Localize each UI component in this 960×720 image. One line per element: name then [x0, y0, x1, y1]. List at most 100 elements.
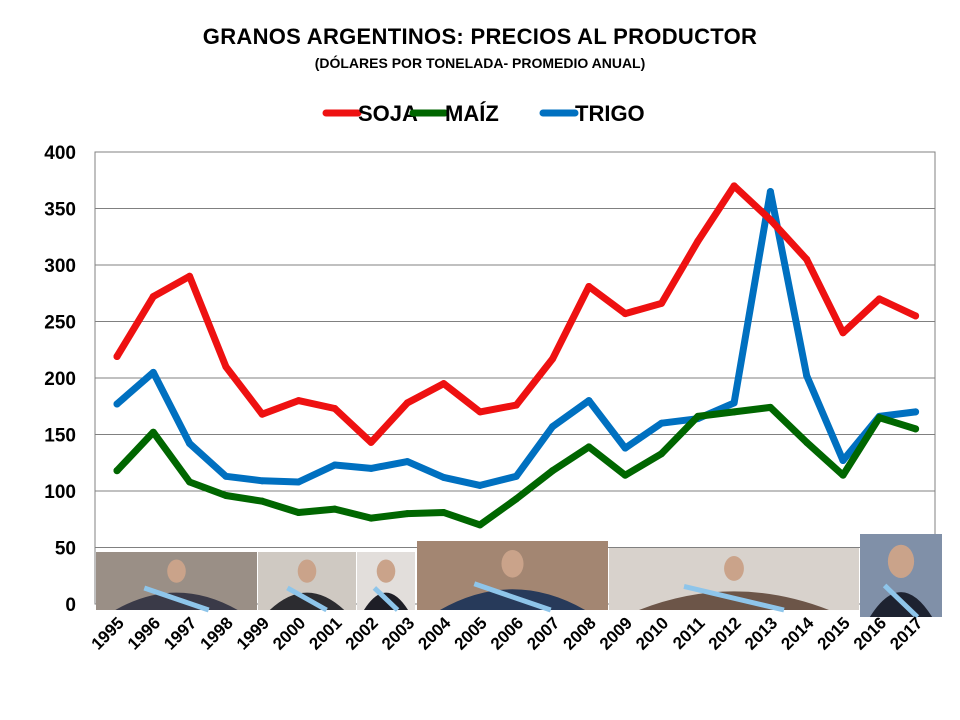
legend: SOJA MAÍZ TRIGO — [322, 101, 645, 126]
x-tick-label: 2004 — [414, 613, 455, 654]
y-tick-label: 400 — [44, 143, 76, 164]
chart-title: GRANOS ARGENTINOS: PRECIOS AL PRODUCTOR — [202, 24, 758, 49]
data-point — [839, 456, 847, 464]
data-point — [222, 492, 230, 500]
data-point — [476, 408, 484, 416]
y-tick-label: 150 — [44, 426, 76, 447]
data-point — [585, 397, 593, 405]
president-photo — [357, 552, 415, 612]
data-point — [367, 464, 375, 472]
legend-item: SOJA — [322, 101, 418, 126]
data-point — [222, 472, 230, 480]
data-point — [113, 400, 121, 408]
data-point — [694, 412, 702, 420]
x-tick-label: 2014 — [777, 613, 818, 654]
data-point — [258, 410, 266, 418]
data-point — [694, 237, 702, 245]
president-photos — [96, 534, 942, 619]
data-point — [149, 428, 157, 436]
y-tick-label: 200 — [44, 369, 76, 390]
x-tick-label: 2007 — [523, 613, 563, 653]
data-point — [621, 471, 629, 479]
y-tick-label: 50 — [55, 539, 76, 560]
data-point — [258, 477, 266, 485]
data-point — [766, 403, 774, 411]
y-tick-label: 0 — [65, 595, 76, 616]
x-tick-label: 1996 — [124, 613, 164, 653]
x-tick-label: 2015 — [814, 613, 854, 653]
x-tick-label: 2000 — [269, 613, 309, 653]
x-tick-label: 2011 — [669, 613, 709, 653]
data-point — [766, 188, 774, 196]
data-point — [730, 399, 738, 407]
legend-label: MAÍZ — [445, 101, 499, 126]
x-tick-label: 2013 — [741, 613, 781, 653]
data-point — [186, 440, 194, 448]
data-point — [331, 505, 339, 513]
data-point — [730, 408, 738, 416]
data-point — [403, 458, 411, 466]
data-point — [186, 478, 194, 486]
data-point — [621, 444, 629, 452]
data-point — [476, 481, 484, 489]
x-tick-label: 2017 — [886, 613, 926, 653]
data-point — [912, 408, 920, 416]
series-line-trigo — [113, 188, 920, 489]
data-point — [766, 216, 774, 224]
x-tick-label: 1998 — [197, 613, 237, 653]
data-point — [331, 461, 339, 469]
data-point — [440, 508, 448, 516]
data-point — [585, 443, 593, 451]
data-point — [403, 399, 411, 407]
series-line-maíz — [113, 403, 920, 529]
data-point — [331, 405, 339, 413]
data-point — [367, 438, 375, 446]
x-tick-label: 2005 — [451, 613, 491, 653]
data-point — [440, 380, 448, 388]
data-point — [186, 272, 194, 280]
data-point — [295, 397, 302, 405]
data-point — [149, 368, 157, 376]
x-tick-label: 2001 — [305, 613, 345, 653]
data-point — [549, 355, 557, 363]
data-point — [803, 255, 811, 263]
x-tick-label: 2010 — [632, 613, 672, 653]
data-point — [549, 467, 557, 475]
y-tick-label: 300 — [44, 256, 76, 277]
data-point — [403, 510, 411, 518]
series-lines — [113, 182, 920, 529]
data-point — [367, 514, 375, 522]
president-photo — [96, 552, 257, 613]
president-photo — [860, 534, 942, 619]
data-point — [875, 414, 883, 422]
x-tick-label: 2003 — [378, 613, 418, 653]
legend-item: TRIGO — [539, 101, 645, 126]
data-point — [295, 478, 302, 486]
x-tick-label: 2009 — [596, 613, 636, 653]
data-point — [295, 508, 302, 516]
data-point — [476, 521, 484, 529]
data-point — [839, 329, 847, 337]
legend-label: TRIGO — [575, 101, 645, 126]
president-photo — [258, 552, 356, 613]
data-point — [549, 423, 557, 431]
data-point — [440, 473, 448, 481]
data-point — [149, 293, 157, 301]
y-tick-label: 250 — [44, 313, 76, 334]
data-point — [512, 495, 520, 503]
x-tick-label: 2012 — [705, 613, 745, 653]
data-point — [621, 310, 629, 318]
chart-subtitle: (DÓLARES POR TONELADA- PROMEDIO ANUAL) — [314, 55, 646, 71]
data-point — [839, 471, 847, 479]
y-tick-label: 350 — [44, 200, 76, 221]
data-point — [222, 363, 230, 371]
legend-label: SOJA — [358, 101, 418, 126]
y-tick-label: 100 — [44, 482, 76, 503]
x-tick-label: 2016 — [850, 613, 890, 653]
data-point — [912, 312, 920, 320]
x-axis-ticks: 1995199619971998199920002001200220032004… — [88, 613, 927, 654]
data-point — [803, 372, 811, 380]
x-tick-label: 2008 — [560, 613, 600, 653]
data-point — [113, 353, 121, 361]
